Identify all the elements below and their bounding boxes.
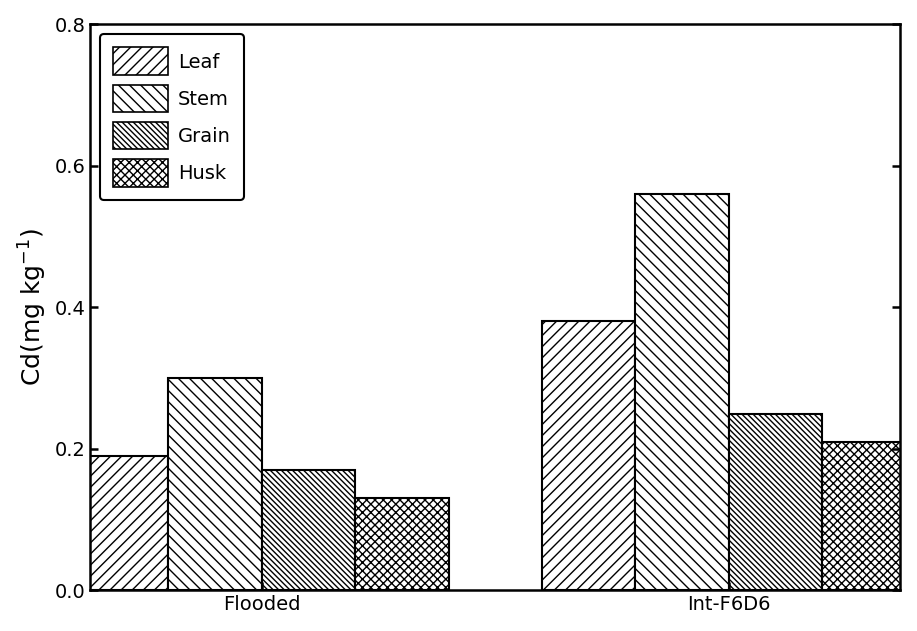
Bar xyxy=(74,456,168,591)
Bar xyxy=(635,194,729,591)
Bar xyxy=(261,470,355,591)
Bar xyxy=(542,321,635,591)
Bar xyxy=(729,413,823,591)
Y-axis label: Cd(mg kg$^{-1}$): Cd(mg kg$^{-1}$) xyxy=(17,228,49,386)
Bar xyxy=(168,378,261,591)
Bar xyxy=(355,498,448,591)
Legend: Leaf, Stem, Grain, Husk: Leaf, Stem, Grain, Husk xyxy=(100,34,244,200)
Bar xyxy=(823,442,916,591)
